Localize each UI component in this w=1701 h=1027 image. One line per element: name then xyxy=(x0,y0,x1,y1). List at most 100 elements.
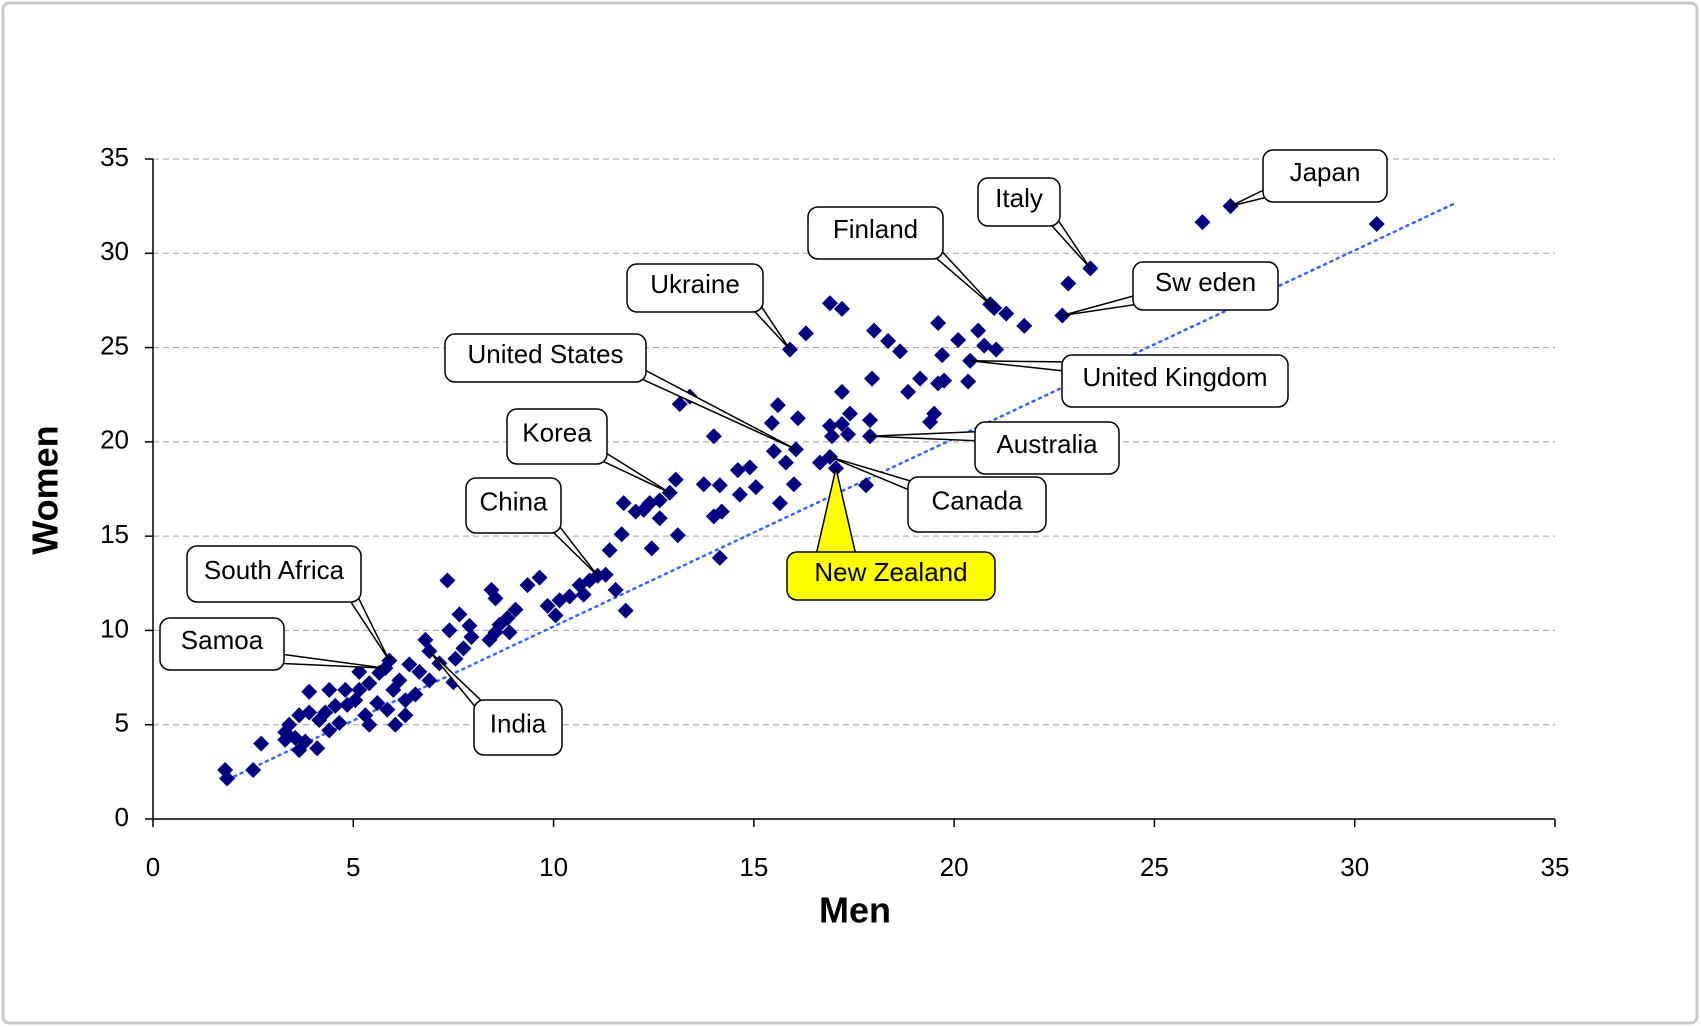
point xyxy=(765,443,782,460)
point xyxy=(777,454,794,471)
point xyxy=(833,300,850,317)
point xyxy=(277,724,294,741)
point xyxy=(291,742,308,759)
point xyxy=(339,696,356,713)
callout-label: India xyxy=(490,708,547,738)
point xyxy=(301,683,318,700)
point xyxy=(463,629,480,646)
point xyxy=(789,410,806,427)
point xyxy=(387,716,404,733)
x-tick-label: 10 xyxy=(539,852,568,882)
y-tick-label: 25 xyxy=(100,330,129,360)
point xyxy=(607,581,624,598)
point xyxy=(713,503,730,520)
point xyxy=(617,602,634,619)
point xyxy=(253,735,270,752)
callout-box xyxy=(1061,354,1289,408)
callout-label: South Africa xyxy=(204,555,345,585)
point xyxy=(245,761,262,778)
y-axis-label: Women xyxy=(25,425,66,554)
callout-box xyxy=(807,206,944,260)
point xyxy=(441,622,458,639)
callout-box xyxy=(1132,261,1279,311)
x-tick-label: 0 xyxy=(146,852,160,882)
point xyxy=(763,415,780,431)
point xyxy=(960,373,977,390)
point xyxy=(821,417,838,434)
point xyxy=(862,412,879,429)
point xyxy=(327,697,344,714)
point xyxy=(627,503,644,520)
point xyxy=(407,686,424,703)
point xyxy=(321,681,338,698)
point xyxy=(351,663,368,680)
point xyxy=(705,508,722,525)
point xyxy=(1016,317,1033,334)
callout-box xyxy=(974,421,1120,475)
point xyxy=(866,322,883,339)
point xyxy=(900,383,917,400)
callout-label: Italy xyxy=(995,183,1043,213)
callout-box xyxy=(907,476,1047,533)
point xyxy=(841,405,858,422)
point xyxy=(501,624,518,641)
callout-label: Samoa xyxy=(181,625,264,655)
callout-box xyxy=(977,177,1061,227)
x-tick-label: 15 xyxy=(739,852,768,882)
point xyxy=(976,337,993,354)
point xyxy=(321,722,338,739)
point xyxy=(747,479,764,496)
point xyxy=(575,586,592,603)
point xyxy=(615,495,632,512)
point xyxy=(864,370,881,387)
y-tick-label: 5 xyxy=(115,708,129,738)
point xyxy=(671,396,688,413)
point xyxy=(487,590,504,607)
point xyxy=(361,675,378,692)
point xyxy=(291,707,308,724)
callout-label: Korea xyxy=(522,417,592,447)
callout-box xyxy=(626,263,764,313)
x-tick-label: 5 xyxy=(346,852,360,882)
point xyxy=(331,714,348,731)
point xyxy=(833,383,850,400)
point xyxy=(461,617,478,634)
point xyxy=(547,607,564,624)
point xyxy=(531,569,548,586)
point xyxy=(705,428,722,445)
point xyxy=(369,695,386,712)
callout-label: China xyxy=(480,486,548,516)
point xyxy=(821,295,838,312)
point xyxy=(481,631,498,648)
callout-box xyxy=(159,617,285,671)
point xyxy=(731,486,748,503)
point xyxy=(379,701,396,718)
callout-label: Finland xyxy=(833,214,918,244)
y-tick-label: 10 xyxy=(100,613,129,643)
callout-label: Australia xyxy=(996,429,1098,459)
point xyxy=(401,656,418,673)
y-tick-label: 30 xyxy=(100,236,129,266)
point xyxy=(421,672,438,689)
point xyxy=(519,577,536,594)
point xyxy=(361,716,378,733)
callout-box xyxy=(186,545,362,603)
point xyxy=(507,601,524,618)
point xyxy=(892,343,909,360)
point xyxy=(934,347,951,364)
x-tick-label: 25 xyxy=(1140,852,1169,882)
point xyxy=(833,415,850,432)
callout-box xyxy=(1262,149,1388,203)
point xyxy=(930,315,947,332)
point xyxy=(551,592,568,609)
callout-label: United Kingdom xyxy=(1083,362,1268,392)
point xyxy=(451,606,468,623)
point xyxy=(311,712,328,728)
x-tick-label: 35 xyxy=(1541,852,1570,882)
point xyxy=(397,707,414,724)
callout-label: New Zealand xyxy=(814,557,967,587)
callout-box xyxy=(444,333,647,383)
point xyxy=(858,477,875,494)
point xyxy=(669,527,686,544)
